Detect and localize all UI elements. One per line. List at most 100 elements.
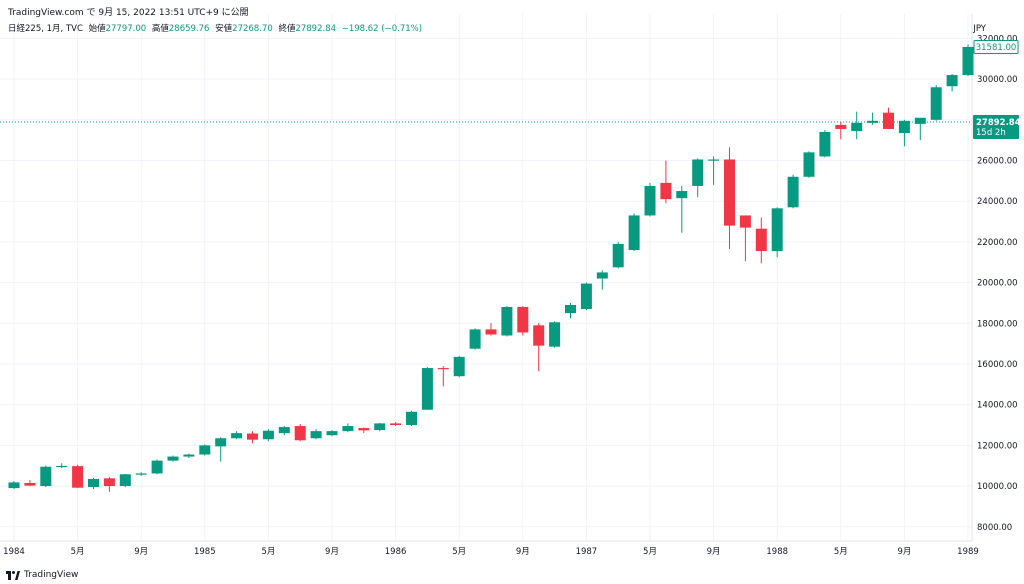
candle-body[interactable] [755, 228, 767, 252]
candle-body[interactable] [374, 423, 386, 431]
y-tick-label: 12000.00 [977, 441, 1018, 451]
legend-high-value: 28659.76 [168, 24, 210, 34]
candle-body[interactable] [421, 368, 433, 410]
candle-body[interactable] [549, 322, 561, 347]
legend-open-label: 始値 [88, 24, 106, 34]
y-tick-label: 14000.00 [977, 401, 1018, 411]
candle-body[interactable] [692, 159, 704, 186]
candle-body[interactable] [469, 329, 481, 349]
candle-body[interactable] [247, 433, 258, 440]
candle-body[interactable] [803, 152, 815, 177]
candle-body[interactable] [8, 482, 20, 489]
legend-high-label: 高値 [151, 24, 169, 34]
x-tick-label: 9月 [707, 547, 721, 557]
y-tick-label: 8000.00 [977, 523, 1012, 533]
x-tick-label: 5月 [834, 547, 848, 557]
currency-label[interactable]: JPY [973, 24, 986, 34]
candle-body[interactable] [739, 215, 751, 228]
candle-body[interactable] [596, 272, 608, 279]
candle-body[interactable] [708, 159, 720, 161]
candle-body[interactable] [898, 120, 910, 134]
candle-body[interactable] [867, 120, 879, 123]
candle-body[interactable] [883, 112, 894, 129]
candle-body[interactable] [724, 159, 735, 226]
candle-body[interactable] [135, 473, 147, 475]
legend-change-value: −198.62 (−0.71%) [341, 24, 423, 34]
candle-body[interactable] [787, 176, 799, 208]
candle-body[interactable] [56, 465, 68, 468]
candle-body[interactable] [167, 456, 179, 461]
candle-body[interactable] [676, 191, 688, 199]
candle-body[interactable] [946, 75, 958, 87]
x-tick-label: 5月 [452, 547, 466, 557]
candle-body[interactable] [485, 329, 497, 335]
x-tick-label: 5月 [261, 547, 275, 557]
legend-low-label: 安値 [215, 24, 233, 34]
candle-body[interactable] [278, 427, 290, 434]
candle-body[interactable] [231, 433, 243, 439]
candle-body[interactable] [199, 445, 211, 455]
candle-body[interactable] [310, 431, 322, 439]
candle-body[interactable] [72, 466, 84, 488]
x-tick-label: 1987 [576, 547, 598, 557]
candle-body[interactable] [119, 474, 131, 487]
y-tick-label: 16000.00 [977, 360, 1018, 370]
x-tick-label: 9月 [134, 547, 148, 557]
candle-body[interactable] [40, 466, 52, 487]
last-price-value: 31581.00 [976, 43, 1017, 53]
candle-body[interactable] [517, 307, 529, 333]
y-tick-label: 10000.00 [977, 482, 1018, 492]
candle-body[interactable] [565, 304, 576, 314]
candle-body[interactable] [262, 430, 274, 440]
current-price-tag [973, 114, 1019, 139]
legend-close-value: 27892.84 [295, 24, 337, 34]
candle-body[interactable] [644, 185, 656, 216]
candle-body[interactable] [660, 182, 672, 200]
countdown-value: 15d 2h [976, 128, 1006, 138]
y-tick-label: 32000.00 [977, 34, 1018, 44]
candle-body[interactable] [183, 454, 195, 457]
footer-brand[interactable]: TradingView [6, 570, 78, 580]
candle-body[interactable] [851, 122, 863, 131]
x-tick-label: 1988 [766, 547, 788, 557]
candle-body[interactable] [580, 283, 592, 310]
candle-body[interactable] [406, 411, 417, 426]
x-tick-label: 1989 [957, 547, 979, 557]
y-tick-label: 20000.00 [977, 279, 1018, 289]
x-tick-label: 9月 [516, 547, 530, 557]
candle-body[interactable] [501, 307, 513, 336]
candle-body[interactable] [962, 46, 974, 76]
publish-caption: TradingView.com で 9月 15, 2022 13:51 UTC+… [8, 8, 249, 18]
tradingview-logo-icon [6, 570, 20, 580]
legend-close-label: 終値 [278, 24, 296, 34]
candle-body[interactable] [771, 208, 783, 252]
candle-body[interactable] [914, 117, 926, 124]
x-tick-label: 1986 [385, 547, 407, 557]
last-price-tag [973, 39, 1019, 54]
candle-body[interactable] [437, 368, 449, 370]
candle-body[interactable] [358, 428, 370, 431]
y-tick-label: 30000.00 [977, 75, 1018, 85]
candle-body[interactable] [215, 438, 227, 447]
candle-body[interactable] [24, 483, 36, 486]
x-tick-label: 1984 [3, 547, 25, 557]
x-tick-label: 9月 [897, 547, 911, 557]
candle-body[interactable] [453, 356, 465, 377]
candle-body[interactable] [612, 243, 624, 268]
candle-body[interactable] [819, 132, 831, 157]
candle-body[interactable] [930, 87, 942, 120]
candle-body[interactable] [628, 215, 640, 251]
candle-body[interactable] [533, 325, 545, 346]
legend-symbol[interactable]: 日経225, 1月, TVC [8, 24, 83, 34]
candle-body[interactable] [835, 124, 847, 129]
candle-body[interactable] [342, 426, 354, 432]
candle-body[interactable] [390, 423, 402, 426]
candle-body[interactable] [326, 431, 338, 436]
candle-body[interactable] [88, 478, 99, 488]
candle-body[interactable] [151, 460, 163, 474]
x-tick-label: 1985 [194, 547, 216, 557]
candle-body[interactable] [103, 478, 115, 487]
y-tick-label: 22000.00 [977, 238, 1018, 248]
candle-body[interactable] [294, 426, 306, 441]
